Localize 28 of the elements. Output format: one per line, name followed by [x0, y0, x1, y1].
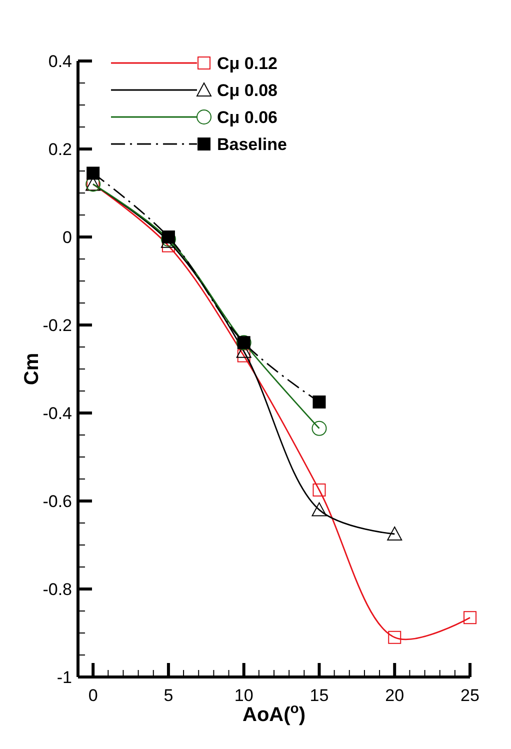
- point: [162, 230, 175, 244]
- legend-label: Cμ 0.12: [217, 54, 278, 73]
- legend-label: Baseline: [217, 135, 287, 154]
- y-tick-label: -1: [56, 668, 72, 687]
- y-tick-label: -0.8: [42, 580, 72, 599]
- y-tick-label: 0.4: [48, 52, 72, 71]
- y-tick-label: -0.6: [42, 492, 72, 511]
- legend-label: Cμ 0.06: [217, 108, 278, 127]
- point: [312, 484, 326, 496]
- point: [312, 396, 326, 408]
- point: [86, 166, 100, 180]
- point: [312, 420, 327, 436]
- point: [237, 349, 250, 362]
- point: [387, 526, 402, 540]
- y-tick-label: 0.2: [48, 140, 72, 159]
- y-axis-title: Cm: [21, 352, 43, 386]
- y-tick-label: -0.2: [42, 316, 72, 335]
- x-tick-label: 25: [460, 686, 480, 705]
- x-tick-label: 15: [310, 686, 329, 705]
- x-tick-label: 20: [385, 686, 404, 705]
- x-tick-label: 0: [88, 686, 98, 705]
- x-tick-label: 5: [164, 686, 174, 705]
- point: [388, 630, 402, 644]
- point: [312, 502, 327, 516]
- y-tick-label: 0: [62, 228, 72, 247]
- y-tick-label: -0.4: [42, 404, 72, 423]
- point: [464, 611, 476, 624]
- legend-label: Cμ 0.08: [217, 81, 278, 100]
